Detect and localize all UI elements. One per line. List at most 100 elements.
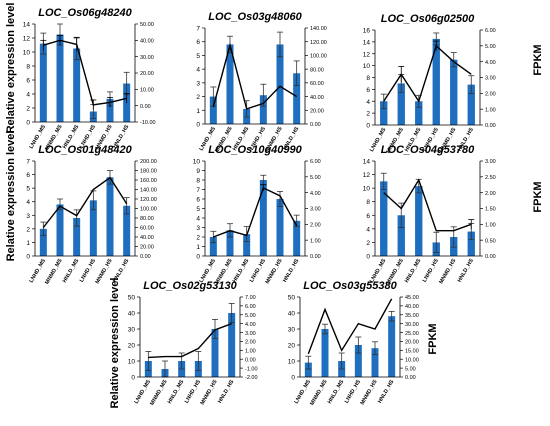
right-tick-label: 2.00: [245, 340, 256, 346]
category-label: MNMD_HS: [360, 379, 379, 406]
right-tick-label: 7.00: [245, 295, 256, 301]
right-tick-label: 3.00: [310, 207, 321, 213]
left-tick-label: 2: [196, 235, 200, 242]
right-tick-label: 0.00: [310, 254, 321, 260]
right-tick-label: 160.00: [140, 178, 157, 184]
left-tick-label: 4: [366, 99, 370, 106]
left-tick-label: 2: [366, 111, 370, 118]
right-tick-label: 60.00: [310, 81, 324, 87]
right-tick-label: 50.00: [140, 22, 154, 28]
left-tick-label: 20: [288, 343, 296, 350]
left-tick-label: 1: [196, 244, 200, 251]
category-label: HNLD_HS: [217, 379, 235, 405]
left-tick-label: 14: [23, 22, 31, 29]
bar: [354, 345, 362, 377]
left-tick-label: 4: [366, 226, 370, 233]
bar: [209, 96, 217, 124]
chart-2: LOC_Os03g48060 0 1 2 3 4 5 6 7 0.00 20.00 40.00 60.0…: [196, 11, 326, 154]
right-tick-label: -2.00: [245, 375, 258, 381]
chart-3: LOC_Os06g02500 0 2 4 6 8 10 12 14 16 0.00 1.00 2.00 3…: [363, 13, 496, 155]
bar: [380, 181, 388, 256]
right-tick-label: 120.00: [140, 197, 157, 203]
category-label: LNHD_HS: [79, 258, 97, 284]
bar: [56, 34, 64, 122]
category-label: MNMD_HS: [265, 258, 284, 285]
left-tick-label: 0: [291, 375, 295, 382]
left-tick-label: 1: [196, 108, 200, 115]
chart-title: LOC_Os06g02500: [381, 13, 475, 25]
right-tick-label: 2.50: [485, 175, 496, 181]
right-tick-label: 40.00: [310, 95, 324, 101]
right-tick-label: 6.00: [310, 159, 321, 165]
bar: [397, 215, 405, 256]
left-tick-label: 7: [26, 159, 30, 166]
bar: [276, 199, 284, 256]
right-tick-label: 1.00: [310, 238, 321, 244]
right-tick-label: 3.00: [245, 331, 256, 337]
chart-title: LOC_Os01g48420: [38, 144, 132, 156]
left-tick-label: 0: [366, 254, 370, 261]
right-tick-label: -10.00: [140, 120, 156, 126]
left-tick-label: 3: [196, 80, 200, 87]
left-tick-label: 4: [196, 67, 200, 74]
category-label: LNHD_MS: [134, 379, 153, 405]
bar: [371, 348, 379, 377]
right-tick-label: 45.00: [405, 295, 419, 301]
right-tick-label: 0.00: [405, 375, 416, 381]
left-tick-label: 6: [26, 78, 30, 85]
chart-1: LOC_Os06g48240 0 2 4 6 8 10 12 14 -10.00 0.00 10.00…: [23, 7, 156, 152]
right-tick-label: 6.00: [245, 304, 256, 310]
right-tick-label: 1.00: [485, 223, 496, 229]
right-tick-label: 40.00: [140, 235, 154, 241]
right-tick-label: 40.00: [405, 304, 419, 310]
right-tick-label: 120.00: [310, 40, 327, 46]
right-tick-label: 15.00: [405, 349, 419, 355]
left-tick-label: 0: [196, 254, 200, 261]
right-tick-label: 35.00: [405, 313, 419, 319]
left-tick-label: 6: [26, 172, 30, 179]
right-tick-label: 1.50: [485, 207, 496, 213]
bar: [467, 231, 475, 256]
left-tick-label: 6: [366, 87, 370, 94]
left-tick-label: 7: [196, 187, 200, 194]
bar: [415, 101, 423, 125]
bar: [226, 230, 234, 256]
left-axis-label-top: Relative expression level: [5, 3, 17, 134]
left-tick-label: 40: [288, 311, 296, 318]
right-tick-label: 20.00: [405, 340, 419, 346]
category-label: HNLD_MS: [62, 258, 81, 284]
left-tick-label: 5: [26, 186, 30, 193]
chart-title: LOC_Os02g53130: [143, 280, 237, 292]
left-tick-label: 50: [128, 295, 136, 302]
left-tick-label: 8: [196, 178, 200, 185]
right-tick-label: 30.00: [140, 55, 154, 61]
chart-6: LOC_Os04g53780 0 2 4 6 8 10 12 14 0.00 0.50 1.00 1.5…: [363, 144, 496, 286]
left-tick-label: 5: [196, 53, 200, 60]
left-tick-label: 20: [128, 343, 136, 350]
right-tick-label: 25.00: [405, 331, 419, 337]
chart-title: LOC_Os03g48060: [208, 11, 302, 23]
left-tick-label: 10: [193, 159, 201, 166]
bar: [321, 329, 329, 377]
left-tick-label: 8: [26, 64, 30, 71]
left-tick-label: 1: [26, 240, 30, 247]
bar: [211, 329, 219, 377]
category-label: LNHD_MS: [294, 379, 313, 405]
left-tick-label: 4: [26, 199, 30, 206]
left-tick-label: 6: [196, 39, 200, 46]
right-tick-label: 5.00: [485, 44, 496, 50]
left-tick-label: 0: [131, 375, 135, 382]
bar: [415, 186, 423, 256]
bar: [123, 205, 131, 256]
right-tick-label: 80.00: [140, 216, 154, 222]
bar: [209, 237, 217, 256]
right-tick-label: 5.00: [310, 175, 321, 181]
chart-title: LOC_Os06g48240: [38, 7, 132, 19]
right-tick-label: 60.00: [140, 226, 154, 232]
fpkm-line: [42, 176, 128, 228]
right-tick-label: 6.00: [485, 28, 496, 34]
left-tick-label: 7: [196, 26, 200, 33]
left-tick-label: 16: [363, 28, 371, 35]
fpkm-line: [213, 186, 298, 238]
